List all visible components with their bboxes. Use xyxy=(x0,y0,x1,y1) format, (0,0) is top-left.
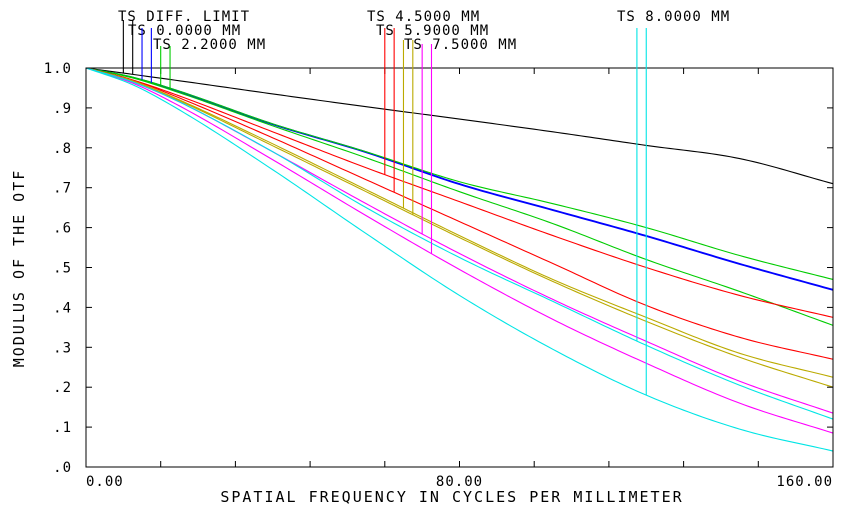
legend-label: TS DIFF. LIMIT xyxy=(118,9,250,25)
mtf-curve-8 xyxy=(85,67,834,378)
y-tick-labels: 1.0 .9 .8 .7 .6 .5 .4 .3 .2 .1 .0 xyxy=(44,61,72,476)
mtf-curve-4 xyxy=(85,67,834,281)
y-tick-label: .9 xyxy=(53,101,72,117)
y-tick-label: .2 xyxy=(53,380,72,396)
y-tick-label: .3 xyxy=(53,340,72,356)
mtf-curve-11 xyxy=(85,67,834,434)
x-tick-label: 160.00 xyxy=(776,474,833,490)
legend-label: TS 2.2000 MM xyxy=(153,37,266,53)
legend-label: TS 5.9000 MM xyxy=(376,23,489,39)
mtf-curve-6 xyxy=(85,67,834,318)
mtf-curve-5 xyxy=(85,67,834,326)
legend-label: TS 0.0000 MM xyxy=(128,23,241,39)
y-tick-label: .7 xyxy=(53,181,72,197)
mtf-curve-13 xyxy=(85,67,834,452)
y-tick-label: .8 xyxy=(53,141,72,157)
mtf-curve-9 xyxy=(85,67,834,388)
series-layer xyxy=(85,67,834,452)
y-tick-label: .4 xyxy=(53,300,72,316)
x-axis-title: SPATIAL FREQUENCY IN CYCLES PER MILLIMET… xyxy=(220,488,683,506)
y-tick-label: .0 xyxy=(53,460,72,476)
legend-label: TS 8.0000 MM xyxy=(617,9,730,25)
y-tick-label: .6 xyxy=(53,221,72,237)
mtf-curve-12 xyxy=(85,67,834,420)
y-tick-label: .5 xyxy=(53,261,72,277)
mtf-curve-7 xyxy=(85,67,834,360)
legend-label: TS 7.5000 MM xyxy=(404,37,517,53)
y-tick-label: 1.0 xyxy=(44,61,72,77)
x-tick-label: 80.00 xyxy=(436,474,483,490)
mtf-curve-3 xyxy=(85,67,834,291)
y-tick-label: .1 xyxy=(53,420,72,436)
mtf-curve-1 xyxy=(85,67,834,185)
x-tick-labels: 0.00 80.00 160.00 xyxy=(86,474,833,490)
x-tick-label: 0.00 xyxy=(86,474,124,490)
legend-label: TS 4.5000 MM xyxy=(367,9,480,25)
ticks-layer xyxy=(86,68,833,467)
y-axis-title: MODULUS OF THE OTF xyxy=(10,169,28,368)
